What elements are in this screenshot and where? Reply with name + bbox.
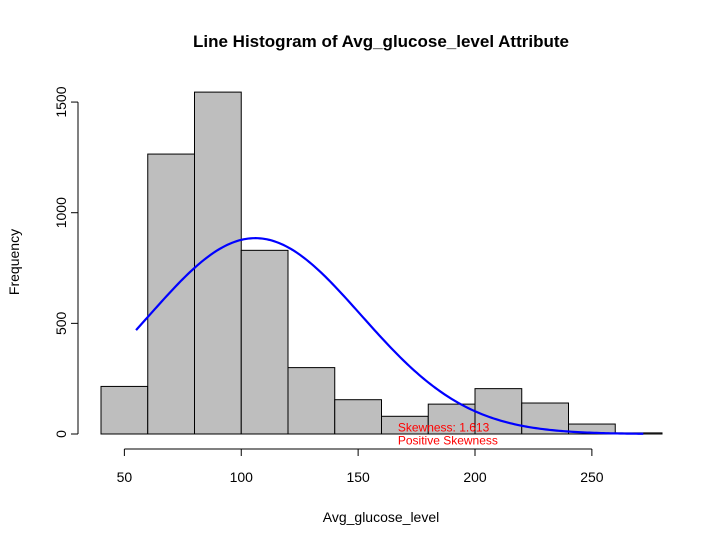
x-tick-label: 50 <box>117 469 133 485</box>
histogram-bar-4 <box>287 367 336 435</box>
y-tick-label: 500 <box>53 311 69 335</box>
histogram-bar-8 <box>474 388 523 435</box>
skewness-annotation-1: Positive Skewness <box>398 434 498 448</box>
skewness-annotation-0: Skewness: 1.613 <box>398 420 490 434</box>
x-tick-label: 250 <box>580 469 604 485</box>
x-tick-label: 100 <box>230 469 254 485</box>
histogram-bar-0 <box>100 385 149 435</box>
histogram-bar-2 <box>194 91 242 435</box>
histogram-bar-10 <box>568 423 616 435</box>
y-axis-label: Frequency <box>6 229 22 295</box>
bars-group <box>100 91 663 435</box>
y-axis: 0 500 1000 1500 <box>53 86 79 438</box>
histogram-bar-5 <box>334 399 382 435</box>
x-axis-label: Avg_glucose_level <box>323 509 440 525</box>
histogram-bar-3 <box>240 249 289 435</box>
y-tick-label: 1000 <box>53 197 69 228</box>
histogram-bar-7 <box>427 403 476 435</box>
chart-title: Line Histogram of Avg_glucose_level Attr… <box>193 32 569 51</box>
x-tick-label: 150 <box>346 469 370 485</box>
x-tick-label: 200 <box>463 469 487 485</box>
y-tick-label: 1500 <box>53 86 69 117</box>
histogram-bar-1 <box>147 153 195 435</box>
density-curve <box>135 237 644 435</box>
x-axis: 50 100 150 200 250 <box>117 448 604 485</box>
y-tick-label: 0 <box>53 430 69 438</box>
